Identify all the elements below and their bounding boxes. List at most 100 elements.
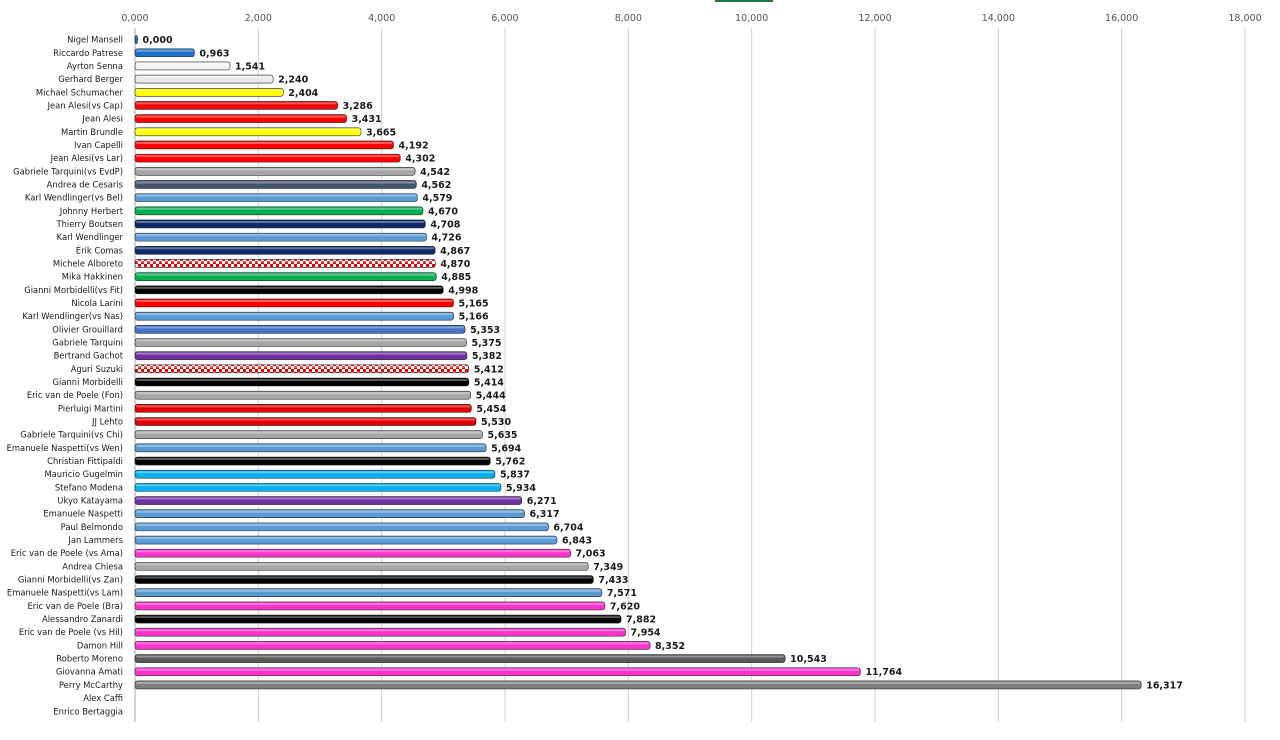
data-label: 10,543 (790, 654, 827, 665)
x-tick-label: 8,000 (615, 13, 642, 24)
category-label: Aguri Suzuki (71, 364, 123, 374)
x-axis-ticks: 0,000 2,000 4,000 6,000 8,000 10,000 12,000 14,… (121, 13, 1261, 24)
data-label: 4,867 (440, 246, 470, 257)
data-label: 4,670 (428, 206, 458, 217)
data-label: 7,063 (576, 549, 606, 560)
category-label: Nicola Larini (71, 298, 123, 308)
bars (134, 35, 1142, 690)
bar-highlight (136, 497, 521, 500)
bar (134, 601, 606, 611)
category-label: Ayrton Senna (67, 61, 123, 71)
category-label: Jan Lammers (67, 535, 123, 545)
bar-highlight (136, 234, 426, 237)
data-label: 3,286 (343, 101, 373, 112)
category-label: Martin Brundle (61, 127, 123, 137)
bar-highlight (136, 89, 283, 92)
category-label: Alessandro Zanardi (42, 614, 123, 624)
bar-highlight (136, 115, 346, 118)
bar (134, 614, 622, 624)
bar-highlight (136, 550, 570, 553)
bar (134, 206, 424, 216)
bar-highlight (136, 220, 425, 223)
bar-highlight (136, 563, 588, 566)
top-accent-bar (715, 0, 773, 2)
data-label: 3,665 (366, 127, 396, 138)
category-label: Eric van de Poele (Fon) (27, 390, 123, 400)
bar-highlight (136, 576, 593, 579)
bar (134, 127, 362, 137)
category-label: Gabriele Tarquini (52, 337, 123, 347)
category-label: Stefano Modena (55, 482, 123, 492)
data-label: 4,542 (420, 167, 450, 178)
data-label: 5,412 (474, 364, 504, 375)
category-label: Bertrand Gachot (54, 351, 124, 361)
data-label: 1,541 (235, 61, 265, 72)
bar-highlight (136, 668, 860, 671)
bar (134, 140, 394, 150)
bar (134, 166, 416, 176)
category-label: Christian Fittipaldi (47, 456, 123, 466)
bar (134, 667, 861, 677)
bar-highlight (136, 510, 524, 513)
bar-highlight (136, 431, 482, 434)
category-label: Jean Alesi(vs Cap) (47, 100, 123, 110)
bar-highlight (136, 49, 194, 52)
bar-highlight (136, 102, 337, 105)
x-tick-label: 12,000 (858, 13, 891, 24)
bar-highlight (136, 260, 435, 263)
data-label: 5,353 (470, 325, 500, 336)
data-label: 5,454 (476, 404, 506, 415)
data-label: 8,352 (655, 641, 685, 652)
data-label: 5,635 (487, 430, 517, 441)
bar-highlight (136, 155, 400, 158)
bar (134, 61, 231, 71)
bar-highlight (136, 379, 468, 382)
bar (134, 351, 468, 360)
category-label: Jean Alesi(vs Lar) (50, 153, 123, 163)
data-label: 5,762 (495, 457, 525, 468)
category-labels: Nigel Mansell Riccardo Patrese Ayrton Senn… (7, 35, 124, 717)
bar (134, 87, 284, 97)
bar (134, 469, 496, 479)
bar-highlight (136, 181, 416, 184)
data-label: 4,998 (448, 285, 478, 296)
category-label: Karl Wendlinger(vs Nas) (22, 311, 123, 321)
category-label: Michele Alboreto (53, 258, 123, 268)
bar (134, 390, 472, 400)
bar (134, 627, 626, 637)
bar-highlight (136, 537, 556, 540)
bar (134, 311, 454, 321)
data-label: 5,934 (506, 483, 536, 494)
data-label: 7,433 (598, 575, 628, 586)
category-label: Karl Wendlinger(vs Bel) (25, 193, 123, 203)
bar (134, 338, 467, 347)
bar-highlight (136, 642, 650, 645)
bar-highlight (136, 602, 604, 605)
bar-highlight (136, 313, 453, 316)
data-label: 5,166 (459, 312, 489, 323)
bar-highlight (136, 405, 471, 408)
category-label: Alex Caffi (83, 693, 123, 703)
bar-highlight (136, 247, 435, 250)
data-label: 7,882 (626, 615, 656, 626)
category-label: Gerhard Berger (58, 74, 123, 84)
data-label: 6,317 (530, 509, 560, 520)
category-label: Emanuele Naspetti(vs Wen) (7, 443, 123, 453)
data-label: 3,431 (352, 114, 382, 125)
x-tick-label: 6,000 (491, 13, 518, 24)
category-label: Eric van de Poele (Bra) (27, 601, 123, 611)
category-label: Mika Hakkinen (62, 272, 123, 282)
x-tick-label: 16,000 (1105, 13, 1138, 24)
bar (134, 364, 470, 374)
bar (134, 325, 466, 334)
data-label: 4,562 (421, 180, 451, 191)
value-labels: 0,000 0,963 1,541 2,240 2,404 3,286 3,431 3,665… (143, 35, 1183, 691)
category-label: Jean Alesi (81, 114, 123, 124)
bar-highlight (136, 326, 465, 329)
category-label: Roberto Moreno (56, 654, 123, 664)
category-label: Ivan Capelli (74, 140, 123, 150)
data-label: 5,165 (459, 298, 489, 309)
bar-highlight (136, 207, 422, 210)
